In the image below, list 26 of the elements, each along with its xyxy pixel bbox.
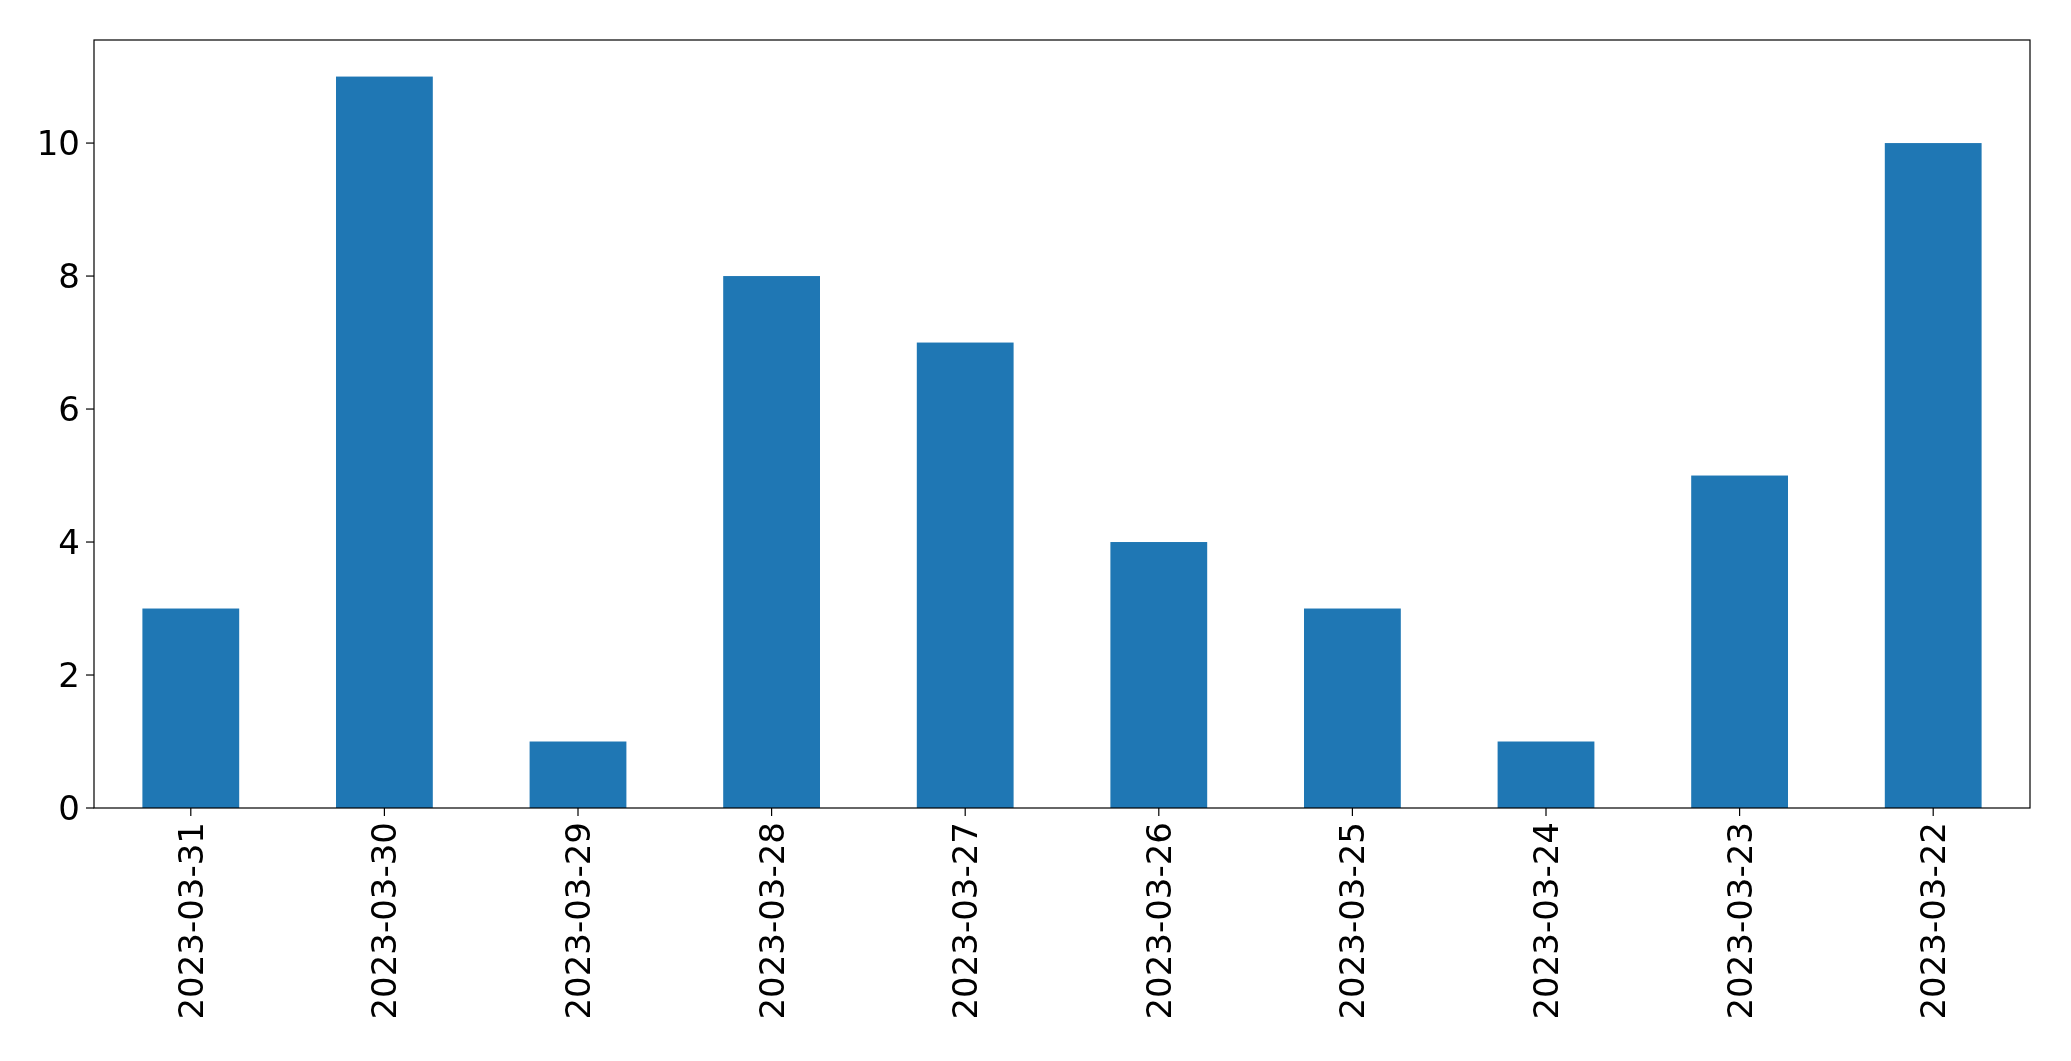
y-tick-label: 4 — [58, 521, 80, 562]
bar — [723, 276, 820, 808]
x-tick-label: 2023-03-28 — [751, 822, 792, 1020]
bar — [336, 76, 433, 808]
x-tick-label: 2023-03-30 — [364, 822, 405, 1020]
y-tick-label: 0 — [58, 787, 80, 828]
y-tick-label: 2 — [58, 654, 80, 695]
bar — [1497, 741, 1595, 808]
x-tick-label: 2023-03-24 — [1525, 822, 1566, 1020]
bar — [1691, 475, 1788, 808]
bar — [916, 342, 1014, 808]
y-tick-label: 10 — [36, 122, 80, 163]
bar — [529, 741, 627, 808]
x-tick-label: 2023-03-27 — [945, 822, 986, 1020]
x-tick-label: 2023-03-23 — [1719, 822, 1760, 1020]
x-tick-label: 2023-03-25 — [1332, 822, 1373, 1020]
bar — [1304, 608, 1401, 808]
y-tick-label: 6 — [58, 388, 80, 429]
y-tick-label: 8 — [58, 255, 80, 296]
x-tick-label: 2023-03-22 — [1913, 822, 1954, 1020]
bar — [142, 608, 240, 808]
bar — [1884, 143, 1982, 808]
bar — [1110, 542, 1208, 808]
x-tick-label: 2023-03-26 — [1138, 822, 1179, 1020]
x-tick-label: 2023-03-31 — [170, 822, 211, 1020]
x-tick-label: 2023-03-29 — [557, 822, 598, 1020]
